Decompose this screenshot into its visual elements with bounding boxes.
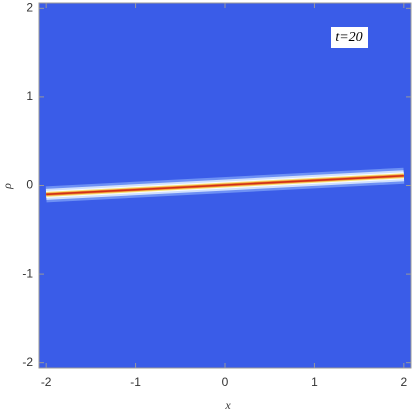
x-axis-label: x (224, 398, 231, 412)
x-tick-label: 2 (401, 375, 408, 389)
annotation-box (331, 27, 368, 48)
x-tick-label: 0 (222, 375, 229, 389)
ridge (46, 174, 404, 196)
annotation: t=20 (335, 30, 362, 45)
x-tick-label: 1 (311, 375, 318, 389)
y-tick-label: -1 (22, 266, 33, 280)
y-tick-label: -2 (22, 355, 33, 369)
y-tick-label: 0 (26, 178, 33, 192)
y-tick-label: 2 (26, 0, 33, 14)
x-tick-label: -1 (130, 375, 141, 389)
y-axis-label: ρ (0, 183, 14, 190)
y-tick-label: 1 (26, 89, 33, 103)
x-tick-label: -2 (41, 375, 52, 389)
plot-area (39, 3, 411, 368)
